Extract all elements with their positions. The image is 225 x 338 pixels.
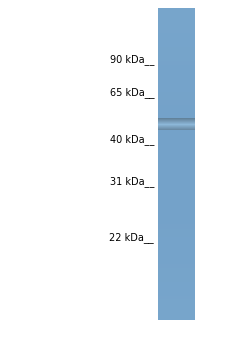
Text: 65 kDa__: 65 kDa__ <box>110 88 154 98</box>
Text: 40 kDa__: 40 kDa__ <box>110 135 154 145</box>
Text: 90 kDa__: 90 kDa__ <box>110 54 154 66</box>
Text: 31 kDa__: 31 kDa__ <box>110 176 154 188</box>
Text: 22 kDa__: 22 kDa__ <box>109 233 154 243</box>
